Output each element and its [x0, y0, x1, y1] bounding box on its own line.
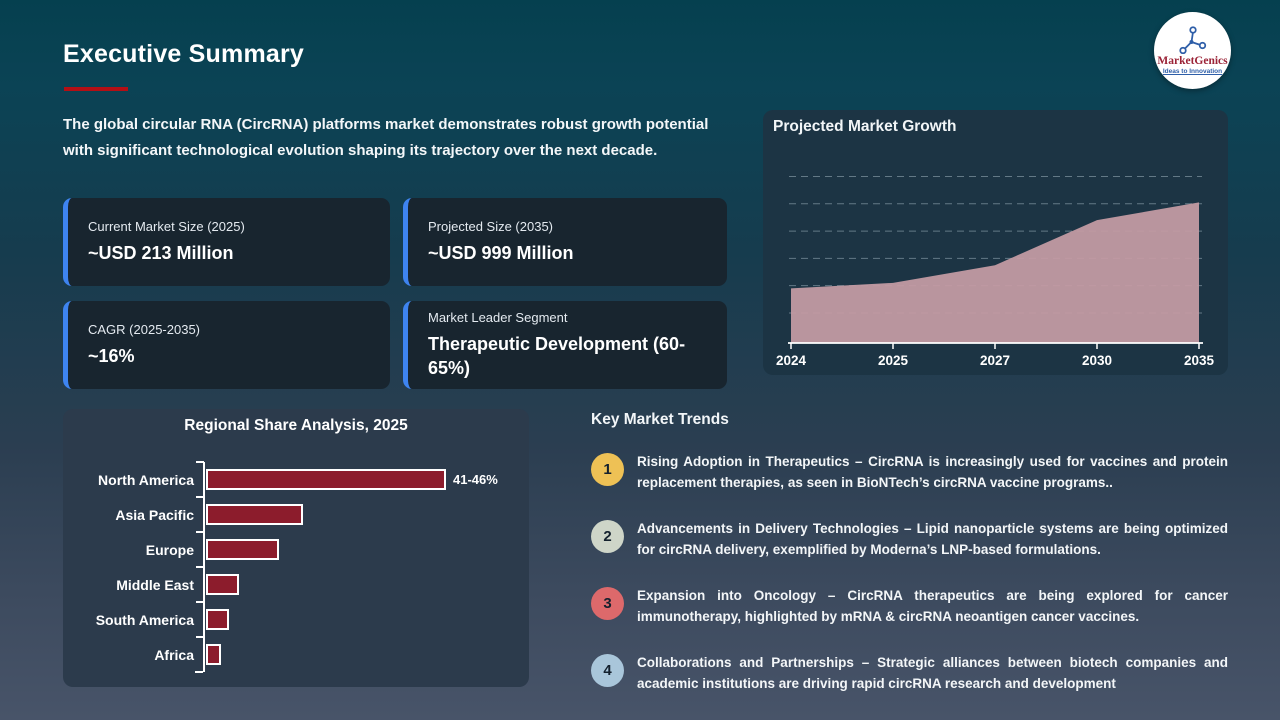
stat-card-value: ~USD 213 Million [88, 242, 234, 263]
bar-category-label: Middle East [116, 576, 194, 593]
trend-item-text: Expansion into Oncology – CircRNA therap… [637, 588, 1228, 625]
trend-item-text: Collaborations and Partnerships – Strate… [637, 655, 1228, 692]
bar-5 [206, 609, 229, 630]
bar-row-6 [196, 636, 529, 672]
stat-card-2: Projected Size (2035) ~USD 999 Million [403, 198, 727, 286]
svg-text:2027: 2027 [980, 353, 1010, 368]
bar-1 [206, 469, 446, 490]
bar-row-4 [196, 566, 529, 602]
bar-category-label: South America [95, 611, 194, 628]
molecule-icon [1178, 26, 1206, 54]
bar-4 [206, 574, 239, 595]
title-underline [64, 87, 128, 91]
regional-bar-chart: North America Asia Pacific Europe Middle Ea… [63, 461, 529, 673]
logo-brand-text: MarketGenics [1157, 54, 1228, 67]
bar-axis-and-bars: 41-46% [195, 461, 529, 673]
stat-card-value: Therapeutic Development (60-65%) [428, 333, 686, 378]
trend-number-badge: 4 [591, 654, 624, 688]
trend-item-4: 4 Collaborations and Partnerships – Strat… [591, 652, 1228, 694]
trend-list: 1 Rising Adoption in Therapeutics – CircR… [591, 451, 1228, 694]
stat-card-label: Market Leader Segment [428, 309, 568, 325]
regional-chart-panel: Regional Share Analysis, 2025 North Amer… [63, 409, 529, 687]
stat-card-value: ~USD 999 Million [428, 242, 574, 263]
trend-number-badge: 1 [591, 453, 624, 486]
trend-item-text: Rising Adoption in Therapeutics – CircRN… [637, 454, 1228, 491]
trend-number-badge: 2 [591, 520, 624, 554]
trend-item-2: 2 Advancements in Delivery Technologies –… [591, 518, 1228, 560]
bar-row-5 [196, 601, 529, 637]
bar-6 [206, 644, 221, 665]
svg-text:2030: 2030 [1082, 353, 1112, 368]
trend-item-1: 1 Rising Adoption in Therapeutics – CircR… [591, 451, 1228, 493]
logo-tagline-text: Ideas to Innovation [1162, 68, 1223, 76]
page-title: Executive Summary [63, 40, 305, 68]
stat-card-value: ~16% [88, 345, 135, 366]
svg-text:2035: 2035 [1184, 353, 1215, 368]
growth-chart-title: Projected Market Growth [773, 118, 957, 135]
bar-category-label: Africa [154, 646, 194, 663]
stat-card-label: Projected Size (2035) [428, 218, 554, 234]
company-logo: MarketGenics Ideas to Innovation [1154, 12, 1231, 89]
bar-category-label: Asia Pacific [115, 506, 194, 523]
growth-area-chart: 2024 2025 2027 2030 2035 [776, 175, 1215, 368]
bar-3 [206, 539, 279, 560]
trend-item-3: 3 Expansion into Oncology – CircRNA thera… [591, 585, 1228, 627]
bar-category-labels: North America Asia Pacific Europe Middle Ea… [63, 462, 203, 672]
bar-category-label: Europe [145, 541, 194, 558]
growth-chart-panel: Projected Market Growth 2024 2025 2027 2030… [763, 110, 1228, 375]
trend-item-text: Advancements in Delivery Technologies – … [637, 521, 1228, 558]
bar-row-1: 41-46% [196, 461, 529, 497]
stat-card-4: Market Leader Segment Therapeutic Develop… [403, 301, 727, 389]
svg-text:2025: 2025 [878, 353, 909, 368]
bar-row-2 [196, 496, 529, 532]
trend-number-badge: 3 [591, 587, 624, 621]
regional-chart-title: Regional Share Analysis, 2025 [184, 417, 408, 434]
stats-grid: Current Market Size (2025) ~USD 213 Milli… [63, 198, 727, 389]
bar-2 [206, 504, 303, 525]
bar-data-label: 41-46% [453, 472, 498, 487]
trends-title: Key Market Trends [591, 411, 729, 428]
key-market-trends: Key Market Trends 1 Rising Adoption in Th… [591, 411, 1228, 694]
bar-category-label: North America [98, 471, 194, 488]
stat-card-3: CAGR (2025-2035) ~16% [63, 301, 390, 389]
bar-row-3 [196, 531, 529, 567]
svg-text:2024: 2024 [776, 353, 807, 368]
intro-paragraph: The global circular RNA (CircRNA) platfo… [63, 116, 709, 160]
stat-card-label: Current Market Size (2025) [88, 218, 245, 234]
stat-card-1: Current Market Size (2025) ~USD 213 Milli… [63, 198, 390, 286]
stat-card-label: CAGR (2025-2035) [88, 321, 200, 337]
